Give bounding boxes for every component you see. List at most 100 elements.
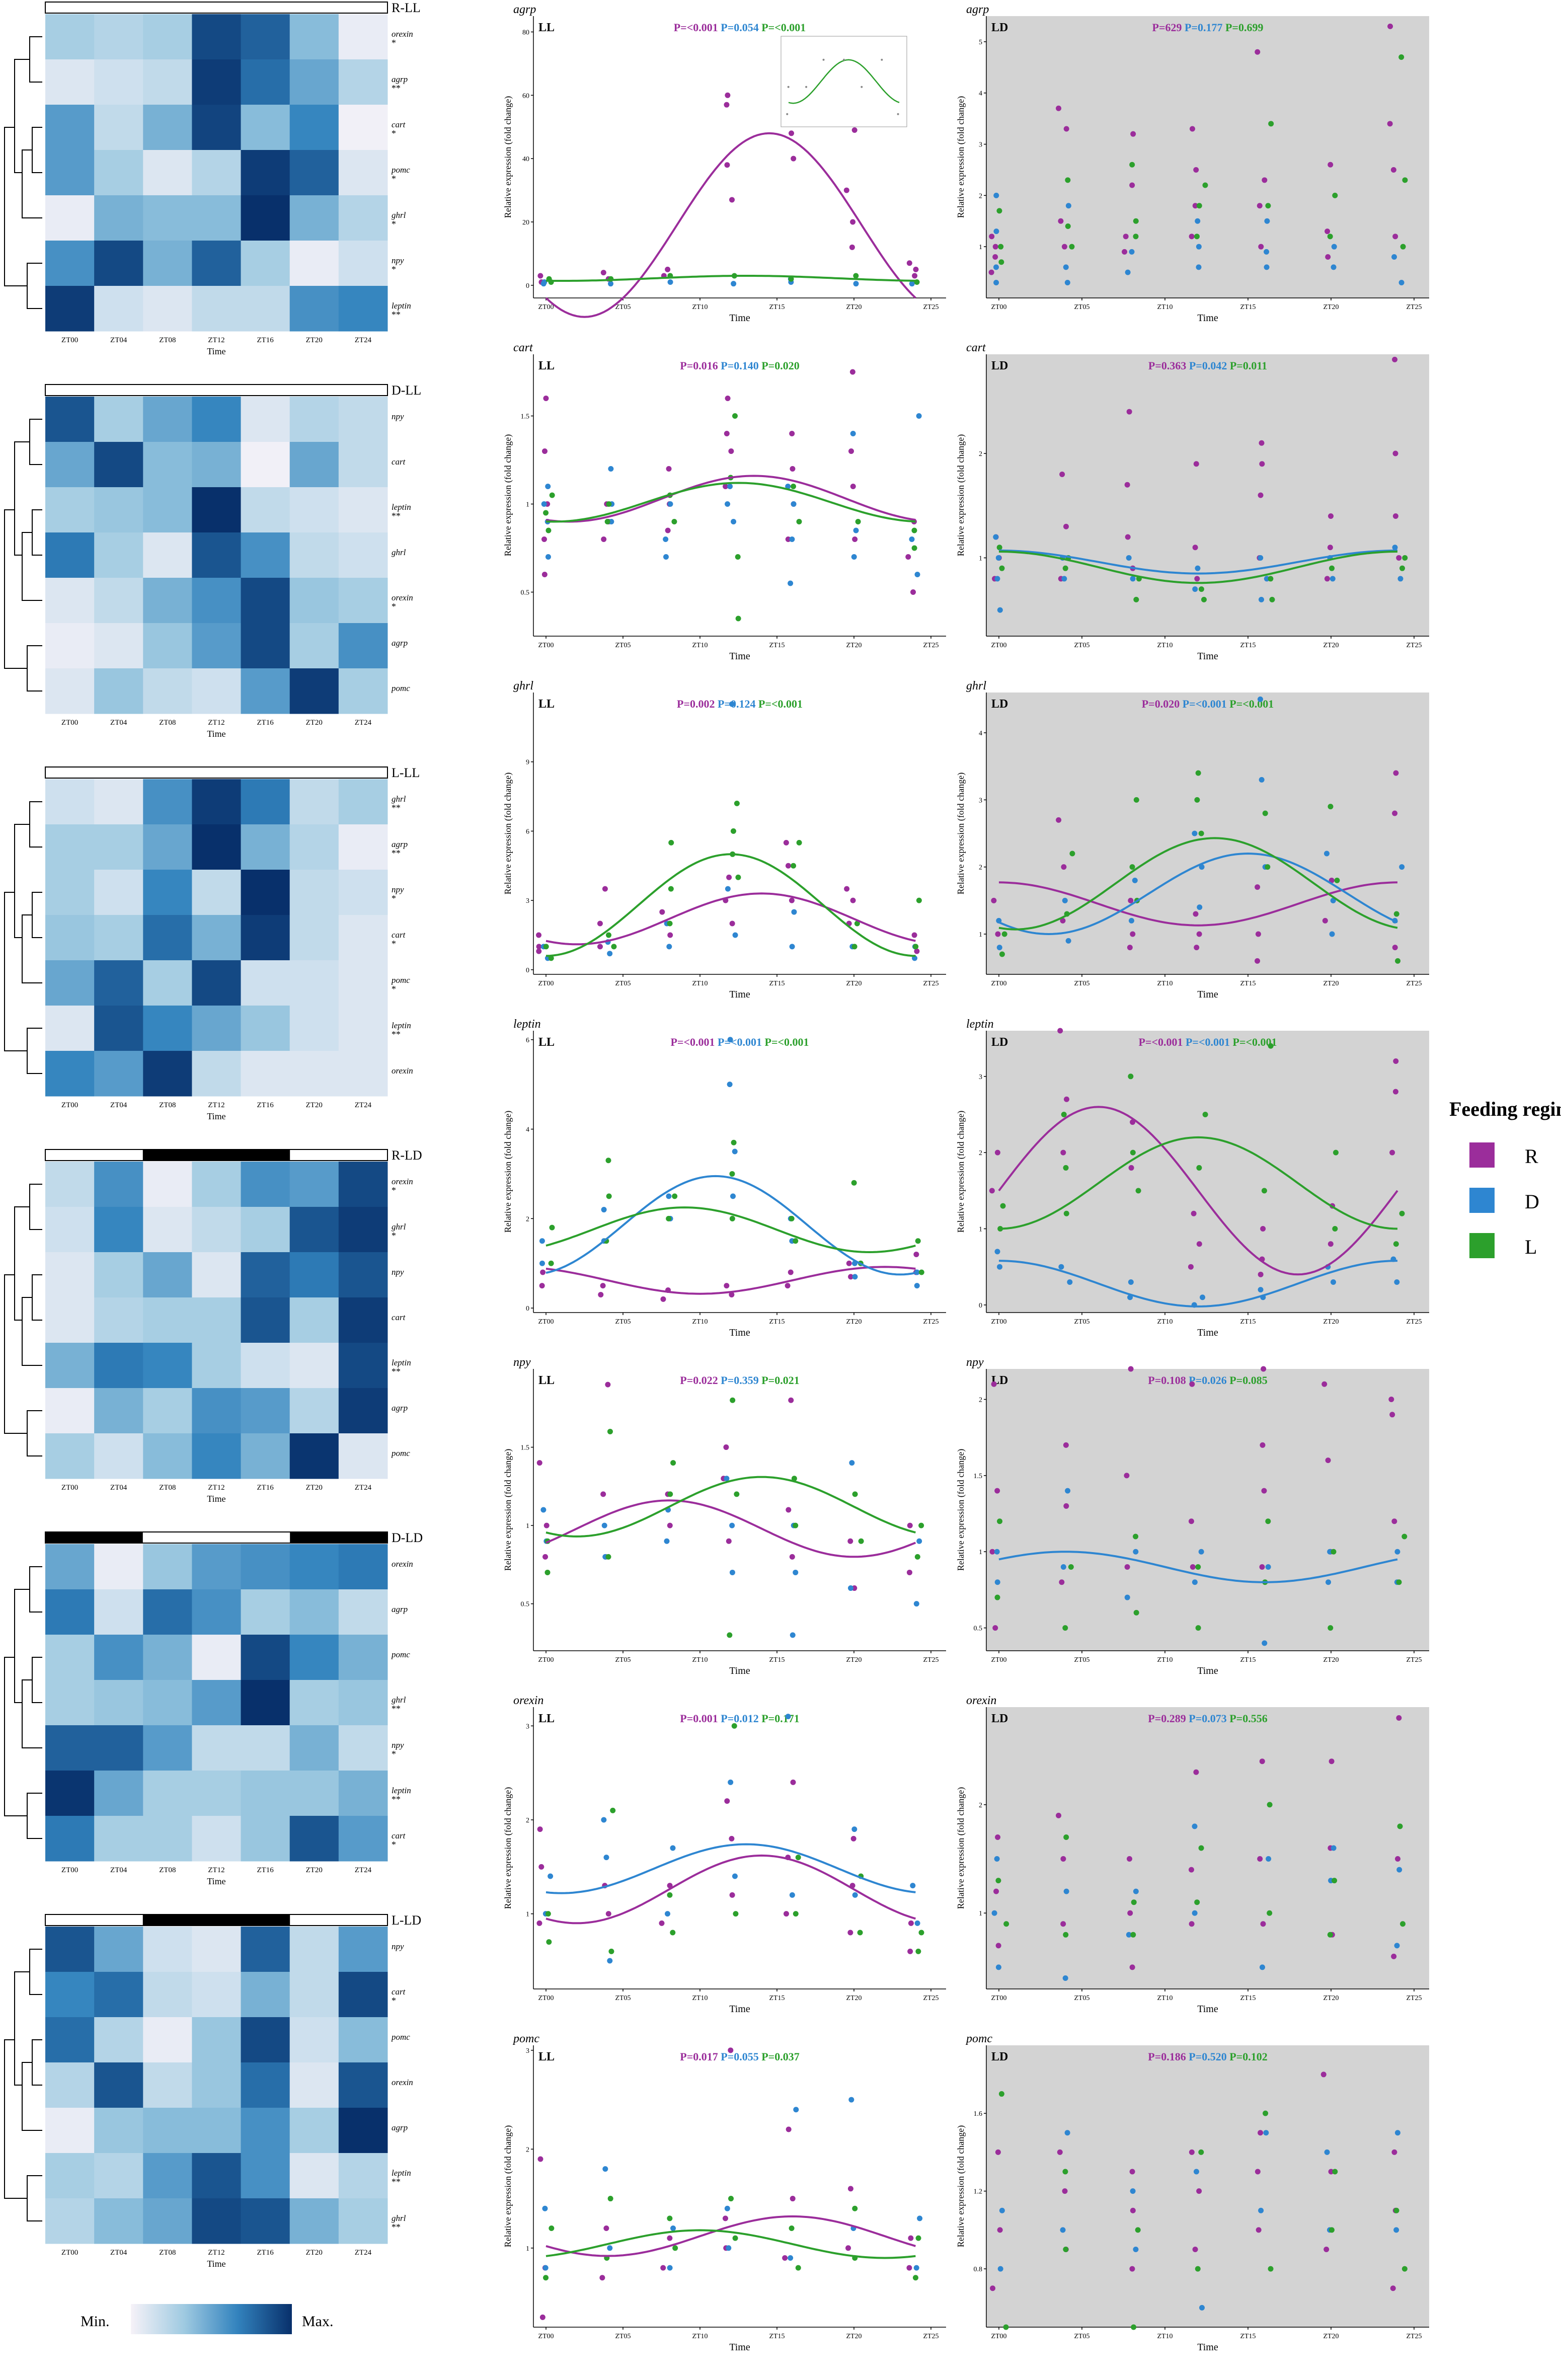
- fit-curve-r: [545, 475, 916, 523]
- data-point-r: [992, 244, 998, 250]
- heatmap-cell: [338, 824, 388, 870]
- data-point-l: [666, 1215, 672, 1221]
- heatmap-cell: [289, 1433, 339, 1479]
- data-point-d: [1192, 1579, 1198, 1585]
- data-point-d: [667, 501, 673, 507]
- p-value-l: P=0.699: [1222, 21, 1263, 34]
- data-point-l: [728, 2196, 734, 2202]
- x-tick-label: ZT00: [991, 642, 1006, 649]
- y-axis-label: Relative expression (fold change): [503, 773, 513, 894]
- heatmap-cell: [94, 1680, 143, 1726]
- data-point-d: [852, 1274, 858, 1280]
- heatmap-significance: *: [392, 601, 396, 611]
- data-point-l: [795, 2265, 801, 2271]
- heatmap-tick-label: ZT12: [208, 2249, 224, 2257]
- data-point-r: [789, 1554, 795, 1560]
- data-point-l: [911, 527, 917, 533]
- data-point-l: [1402, 555, 1408, 561]
- p-value-r: P=0.001: [680, 1712, 718, 1725]
- fit-curve-l: [998, 1136, 1398, 1230]
- heatmap-cell: [45, 1589, 95, 1635]
- data-point-r: [1190, 1564, 1196, 1570]
- x-tick-label: ZT25: [1406, 1994, 1422, 2002]
- x-tick-label: ZT05: [615, 980, 631, 987]
- heatmap-cell: [45, 1207, 95, 1253]
- x-tick-label: ZT00: [538, 642, 554, 649]
- data-point-l: [1003, 1921, 1009, 1927]
- heatmap-tick-label: ZT08: [159, 2249, 176, 2257]
- data-point-r: [989, 234, 995, 240]
- data-point-r: [783, 839, 789, 846]
- heatmap-cell: [94, 105, 143, 150]
- x-axis-label: Time: [729, 2342, 750, 2353]
- y-tick-label: 2: [979, 1397, 982, 1404]
- data-point-l: [915, 1238, 921, 1244]
- heatmap-cell: [94, 1006, 143, 1051]
- data-point-l: [1128, 1073, 1134, 1080]
- heatmap-cell: [192, 195, 242, 241]
- data-point-r: [1389, 1149, 1395, 1156]
- heatmap-cell: [143, 824, 192, 870]
- data-point-d: [666, 1193, 672, 1199]
- data-point-d: [1266, 1856, 1272, 1862]
- data-point-d: [1331, 1279, 1337, 1285]
- data-point-r: [536, 944, 542, 950]
- heatmap-cell: [192, 1162, 242, 1207]
- heatmap-significance: *: [392, 219, 396, 229]
- p-value-l: P=0.021: [759, 1374, 800, 1387]
- fit-curve-d: [545, 1175, 916, 1276]
- chart-condition-label: LL: [538, 1712, 555, 1725]
- chart-gene-title: pomc: [965, 2032, 992, 2045]
- heatmap-cell: [241, 2153, 290, 2199]
- data-point-l: [789, 1215, 795, 1221]
- data-point-r: [1259, 461, 1265, 467]
- p-value-r: P=0.289: [1148, 1712, 1186, 1725]
- data-point-r: [1261, 1366, 1267, 1372]
- data-point-d: [1259, 596, 1265, 602]
- data-point-r: [1062, 2188, 1068, 2194]
- y-tick-label: 2: [979, 192, 982, 200]
- chart-ghrl-ll: ghrl LL P=0.002 P=0.124 P=<0.001 0 3 6 9 ZT00 ZT…: [503, 679, 946, 1000]
- data-point-r: [1327, 545, 1333, 551]
- x-tick-label: ZT25: [923, 2333, 939, 2340]
- data-point-r: [1391, 1518, 1397, 1524]
- data-point-r: [729, 1291, 735, 1297]
- heatmap-tick-label: ZT24: [355, 1101, 372, 1109]
- data-point-l: [1001, 931, 1007, 937]
- x-axis-label: Time: [1197, 1327, 1218, 1338]
- data-point-l: [918, 1930, 924, 1936]
- y-tick-label: 1: [526, 1911, 529, 1918]
- heatmap-cell: [338, 487, 388, 533]
- heatmap-cell: [241, 1207, 290, 1253]
- data-point-d: [1192, 586, 1198, 592]
- heatmap-cell: [94, 1207, 143, 1253]
- data-point-l: [1133, 218, 1139, 224]
- data-point-r: [993, 1888, 999, 1894]
- heatmap-cell: [94, 1725, 143, 1771]
- heatmap-cell: [289, 1725, 339, 1771]
- data-point-d: [539, 1260, 545, 1266]
- data-point-d: [608, 281, 614, 287]
- x-tick-label: ZT00: [538, 1318, 554, 1326]
- heatmap-cell: [143, 150, 192, 196]
- data-point-l: [1196, 203, 1202, 209]
- data-point-d: [994, 1549, 1000, 1555]
- heatmap-cell: [241, 1927, 290, 1972]
- heatmap-tick-label: ZT04: [110, 336, 127, 344]
- data-point-d: [1258, 555, 1264, 561]
- heatmap-gene-label: npy: [392, 256, 404, 265]
- data-point-d: [1124, 1594, 1130, 1600]
- heatmap-cell: [338, 1680, 388, 1726]
- data-point-r: [1130, 2207, 1136, 2213]
- x-axis-label: Time: [729, 313, 750, 324]
- data-point-l: [1065, 223, 1071, 229]
- data-point-r: [1395, 1856, 1401, 1862]
- heatmap-cell: [143, 779, 192, 825]
- heatmap-cell: [94, 668, 143, 714]
- data-point-r: [843, 187, 849, 193]
- y-tick-label: 0: [526, 1305, 529, 1313]
- data-point-d: [725, 501, 731, 507]
- data-point-r: [1063, 1503, 1069, 1509]
- chart-pomc-ll: pomc LL P=0.017 P=0.055 P=0.037 1 2 3 ZT00 ZT05…: [503, 2032, 946, 2353]
- heatmap-cell: [45, 960, 95, 1006]
